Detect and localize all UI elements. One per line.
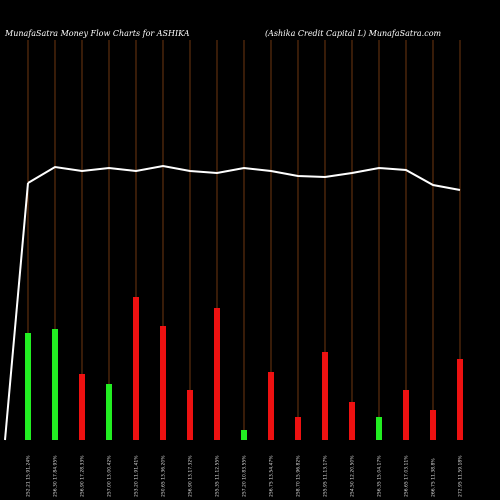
- bar: [106, 384, 112, 440]
- bar: [268, 372, 274, 440]
- bar: [403, 390, 409, 440]
- money-flow-line: [27, 164, 461, 191]
- bar: [187, 390, 193, 440]
- x-tick-label: 257.20 10.83.55%: [242, 455, 248, 497]
- bar: [133, 297, 139, 440]
- bar: [160, 326, 166, 440]
- x-tick-label: 258.70 15.96.82%: [296, 455, 302, 497]
- x-tick-label: 272.95 11.59.18%: [458, 455, 464, 497]
- bar: [214, 308, 220, 440]
- x-tick-label: 256.90 17.28.33%: [80, 455, 86, 497]
- x-tick-label: 256.75 13.54.47%: [269, 455, 275, 497]
- bar: [376, 417, 382, 440]
- x-tick-label: 250.65 13.36.20%: [161, 455, 167, 497]
- x-tick-label: 252.21 15.91.24%: [26, 455, 32, 497]
- bar: [79, 374, 85, 440]
- bar: [430, 410, 436, 440]
- chart-title: MunafaSatra Money Flow Charts for ASHIKA: [4, 29, 190, 38]
- bar: [241, 430, 247, 440]
- x-tick-label: 256.65 17.03.11%: [404, 455, 410, 497]
- bar: [457, 359, 463, 440]
- x-tick-label: 256.35 15.04.17%: [377, 455, 383, 497]
- bar: [52, 329, 58, 440]
- x-tick-label: 256.90 13.17.32%: [188, 455, 194, 497]
- x-tick-label: 266.75 11.38.8%: [431, 458, 437, 497]
- line-lead: [4, 182, 29, 441]
- bar: [295, 417, 301, 440]
- chart-subtitle: (Ashika Credit Capital L) MunafaSatra.co…: [265, 29, 442, 38]
- bar: [25, 333, 31, 440]
- bar: [349, 402, 355, 440]
- x-tick-label: 255.95 11.13.17%: [323, 455, 329, 497]
- x-tick-label: 256.30 17.84.95%: [53, 455, 59, 497]
- bar: [322, 352, 328, 440]
- x-tick-label: 255.35 11.12.55%: [215, 455, 221, 497]
- x-tick-label: 254.50 12.20.50%: [350, 455, 356, 497]
- x-tick-label: 253.20 11.91.41%: [134, 455, 140, 497]
- x-tick-label: 257.00 13.00.42%: [107, 455, 113, 497]
